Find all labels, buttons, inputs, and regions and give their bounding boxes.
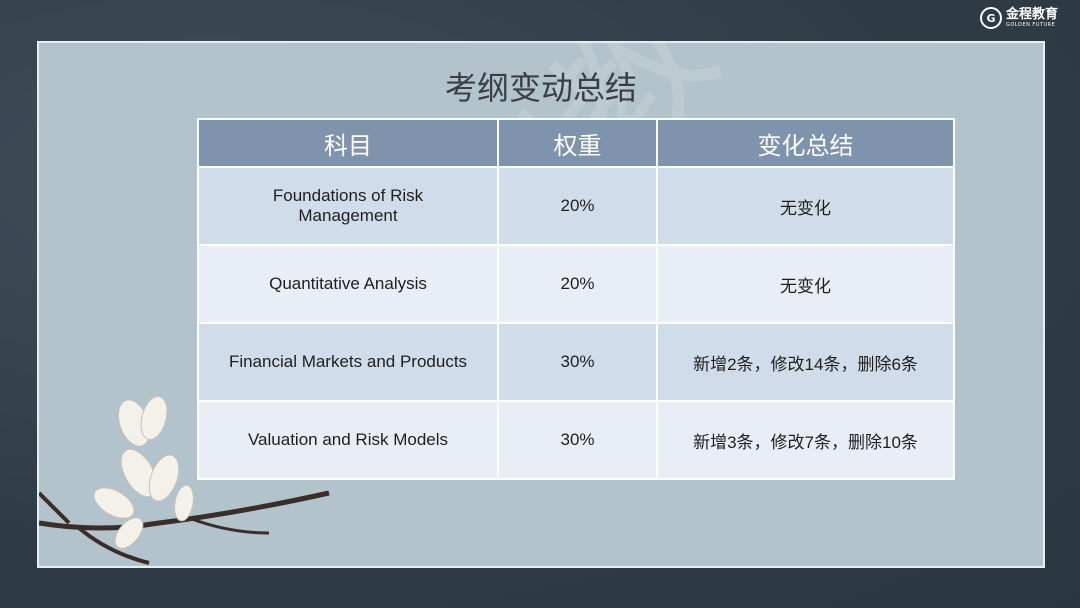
logo: G 金程教育 GOLDEN FUTURE [980, 7, 1058, 29]
slide-panel: 金程教育 考纲变动总结 科目 权重 变化总结 Foundations of [37, 41, 1045, 568]
cell-subject: Valuation and Risk Models [197, 400, 499, 480]
table-row: Quantitative Analysis 20% 无变化 [197, 244, 955, 324]
cell-summary: 无变化 [656, 166, 955, 246]
header-weight: 权重 [497, 118, 658, 168]
header-subject: 科目 [197, 118, 499, 168]
cell-weight: 30% [497, 400, 658, 480]
cell-weight: 20% [497, 244, 658, 324]
cell-summary: 新增3条，修改7条，删除10条 [656, 400, 955, 480]
cell-subject: Financial Markets and Products [197, 322, 499, 402]
table-row: Financial Markets and Products 30% 新增2条，… [197, 322, 955, 402]
cell-summary: 新增2条，修改14条，删除6条 [656, 322, 955, 402]
cell-subject: Quantitative Analysis [197, 244, 499, 324]
table-header-row: 科目 权重 变化总结 [197, 118, 955, 168]
cell-weight: 30% [497, 322, 658, 402]
table-row: Foundations of Risk Management 20% 无变化 [197, 166, 955, 246]
table-row: Valuation and Risk Models 30% 新增3条，修改7条，… [197, 400, 955, 480]
magnolia-branch-icon [39, 396, 330, 565]
cell-subject: Foundations of Risk Management [197, 166, 499, 246]
logo-mark-icon: G [980, 7, 1002, 29]
cell-weight: 20% [497, 166, 658, 246]
logo-cn: 金程教育 [1006, 7, 1059, 22]
cell-summary: 无变化 [656, 244, 955, 324]
header-summary: 变化总结 [656, 118, 955, 168]
logo-en: GOLDEN FUTURE [1006, 22, 1056, 28]
page-title: 考纲变动总结 [444, 69, 637, 107]
syllabus-table: 科目 权重 变化总结 Foundations of Risk Managemen… [197, 118, 955, 480]
